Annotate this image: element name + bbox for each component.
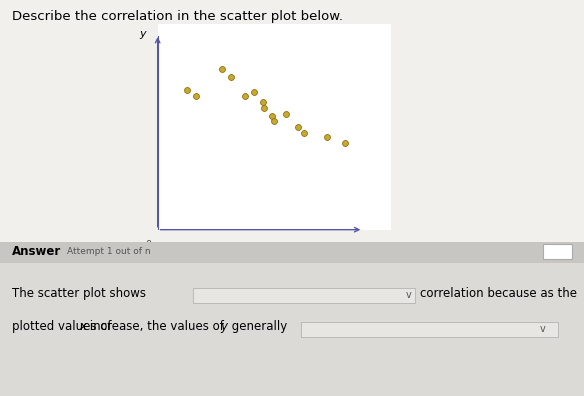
Text: v: v: [540, 324, 546, 334]
Text: v: v: [406, 290, 412, 301]
Point: [267, 113, 276, 120]
Text: x: x: [364, 240, 371, 250]
Text: y: y: [140, 29, 146, 39]
Point: [249, 89, 259, 95]
Text: correlation because as the: correlation because as the: [420, 287, 578, 299]
Point: [293, 124, 303, 130]
Point: [259, 105, 269, 111]
Text: x: x: [79, 320, 86, 333]
Text: 0: 0: [146, 240, 152, 250]
Text: generally: generally: [228, 320, 287, 333]
Point: [281, 111, 291, 118]
Point: [182, 86, 192, 93]
Text: Answer: Answer: [12, 245, 61, 258]
Point: [217, 66, 227, 72]
Point: [340, 140, 349, 147]
Text: plotted values of: plotted values of: [12, 320, 115, 333]
Text: y: y: [221, 320, 228, 333]
Text: Describe the correlation in the scatter plot below.: Describe the correlation in the scatter …: [12, 10, 343, 23]
Point: [241, 93, 250, 99]
Text: Attempt 1 out of n: Attempt 1 out of n: [67, 247, 151, 256]
Text: The scatter plot shows: The scatter plot shows: [12, 287, 145, 299]
Text: increase, the values of: increase, the values of: [86, 320, 228, 333]
Point: [226, 74, 235, 80]
Point: [258, 99, 267, 105]
Point: [299, 130, 308, 136]
Point: [322, 134, 332, 140]
Point: [191, 93, 200, 99]
Point: [270, 117, 279, 124]
